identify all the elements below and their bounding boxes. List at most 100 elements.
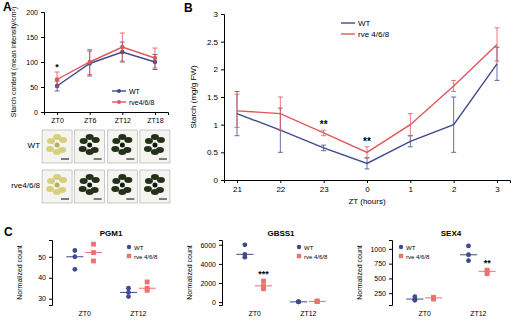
y-axis: 050100150200 <box>26 9 44 116</box>
data-point <box>242 242 247 247</box>
chart-title: SEX4 <box>441 229 462 238</box>
y-tick-mark <box>41 112 44 113</box>
y-tick: 0 <box>214 176 224 185</box>
y-tick-label: 1.5 <box>207 93 219 102</box>
data-point <box>55 77 59 81</box>
error-bar <box>365 147 370 158</box>
y-tick-label: 500 <box>374 275 386 282</box>
x-tick: ZT18 <box>147 112 163 124</box>
data-point <box>315 299 320 304</box>
x-tick: 1 <box>409 180 414 194</box>
x-tick: ZT6 <box>84 112 97 124</box>
annotation: ** <box>484 258 492 268</box>
x-tick: ZT0 <box>51 112 64 124</box>
y-axis: 304050 <box>38 241 52 306</box>
chart-title: GBSS1 <box>267 229 295 238</box>
panel: 2505007501000ZT0ZT12Normalized countSEX4… <box>356 229 496 317</box>
series-line <box>57 52 155 86</box>
x-tick-mark <box>367 180 368 183</box>
legend-marker <box>399 254 403 258</box>
x-axis: ZT0ZT12 <box>78 310 146 317</box>
y-tick-mark <box>219 245 222 246</box>
y-tick-mark <box>221 14 224 15</box>
x-tick-label: ZT0 <box>248 310 261 317</box>
annotation: ** <box>363 136 371 147</box>
x-tick-mark <box>57 112 58 115</box>
legend: WT rve 4/6/8 <box>127 245 158 260</box>
plant-image <box>107 130 137 163</box>
legend-label: rve 4/6/8 <box>358 30 390 39</box>
legend-marker <box>297 245 301 249</box>
y-axis-title: Normalized count <box>356 245 363 300</box>
legend-marker <box>117 89 121 93</box>
x-tick: ZT0 <box>78 310 91 317</box>
y-axis-title: Starch (mg/g FW) <box>189 65 198 128</box>
y-tick-label: 40 <box>38 274 46 281</box>
y-tick: 50 <box>30 84 44 91</box>
y-tick: 3 <box>214 10 224 19</box>
annotation: * <box>55 62 59 72</box>
error-bar <box>55 72 60 87</box>
y-tick-label: 50 <box>30 84 38 91</box>
error-bar <box>321 130 326 136</box>
panel: 00.511.522.532122230123Starch (mg/g FW)Z… <box>184 1 511 206</box>
y-tick-label: 2000 <box>200 280 216 287</box>
y-tick-label: 0 <box>212 299 216 306</box>
data-point <box>485 268 490 273</box>
y-tick-label: 0 <box>34 109 38 116</box>
data-point <box>296 300 301 305</box>
data-point <box>126 290 131 295</box>
error-bar <box>365 158 370 169</box>
data-point <box>145 286 150 291</box>
data-point <box>91 242 96 247</box>
data-point <box>91 259 96 264</box>
error-bar <box>235 94 240 127</box>
data-point <box>72 267 77 272</box>
y-tick: 200 <box>26 9 44 16</box>
y-tick: 2 <box>214 65 224 74</box>
legend-label: WT <box>134 245 144 251</box>
plant-image <box>42 130 72 163</box>
legend-label: WT <box>304 245 314 251</box>
x-tick-mark <box>122 112 123 115</box>
y-axis-title: Normalized count <box>16 245 23 300</box>
panel-label: B <box>184 1 193 15</box>
legend-marker <box>399 245 403 249</box>
y-axis-line <box>221 15 225 181</box>
data-point <box>466 244 471 249</box>
y-axis: 00.511.522.53 <box>207 10 225 185</box>
y-tick: 100 <box>26 59 44 66</box>
y-tick: 250 <box>374 290 392 297</box>
error-bar <box>408 136 413 147</box>
y-tick-label: 3 <box>214 10 219 19</box>
plant-image <box>140 170 170 203</box>
y-tick-label: 4000 <box>200 261 216 268</box>
x-tick: 0 <box>365 180 370 194</box>
error-bar <box>451 80 456 91</box>
y-tick-label: 30 <box>38 295 46 302</box>
x-axis: ZT0 ZT6 ZT12 ZT18 <box>45 112 169 124</box>
x-tick-mark <box>280 180 281 183</box>
x-tick-label: ZT0 <box>51 117 64 124</box>
legend-marker <box>297 254 301 258</box>
x-axis: ZT0ZT12 <box>418 310 486 317</box>
legend-label: rve 4/6/8 <box>134 254 158 260</box>
data-point <box>261 286 266 291</box>
x-tick: ZT12 <box>300 310 316 317</box>
y-tick-mark <box>41 87 44 88</box>
data-point <box>72 248 77 253</box>
y-axis-line <box>219 241 223 306</box>
y-tick: 0 <box>212 299 222 306</box>
y-axis-line <box>389 241 393 306</box>
y-tick-label: 2 <box>214 65 219 74</box>
y-tick: 40 <box>38 274 52 281</box>
plot-area <box>66 242 155 299</box>
plant-image <box>42 170 72 203</box>
x-tick-label: 2 <box>452 185 457 194</box>
y-tick: 6000 <box>200 242 222 249</box>
y-tick: 1 <box>214 121 224 130</box>
plot-area <box>55 33 158 91</box>
x-tick: ZT12 <box>115 112 131 124</box>
legend-label: WT <box>406 245 416 251</box>
x-tick-label: 23 <box>320 185 329 194</box>
